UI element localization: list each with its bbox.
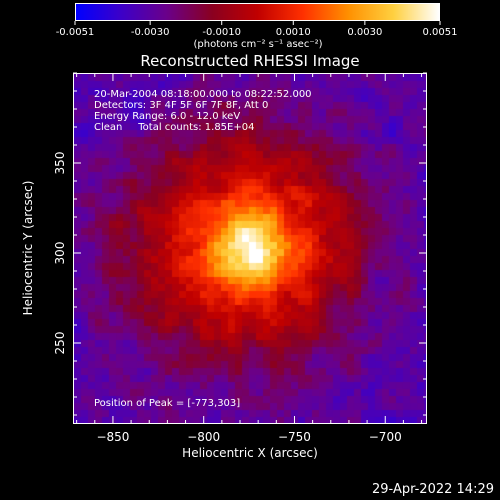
heatmap-image [74, 74, 426, 423]
image-plot-area[interactable] [73, 73, 427, 424]
colorbar-tick-label: -0.0051 [55, 27, 95, 38]
info-time-range: 20-Mar-2004 08:18:00.000 to 08:22:52.000 [94, 89, 312, 100]
colorbar-tick-label: -0.0030 [130, 27, 170, 38]
colorbar-unit-label: (photons cm⁻² s⁻¹ asec⁻²) [193, 39, 323, 50]
y-tick-label: 350 [53, 151, 67, 175]
x-tick-label: −750 [277, 430, 311, 444]
info-detectors: Detectors: 3F 4F 5F 6F 7F 8F, Att 0 [94, 100, 269, 111]
y-tick-label: 300 [53, 241, 67, 265]
colorbar-tick-label: 0.0010 [275, 27, 311, 38]
colorbar-tick-label: -0.0010 [202, 27, 242, 38]
x-tick-label: −700 [368, 430, 402, 444]
info-total-counts: Clean Total counts: 1.85E+04 [94, 122, 255, 133]
peak-position-label: Position of Peak = [-773,303] [94, 398, 241, 409]
plot-title: Reconstructed RHESSI Image [140, 52, 360, 70]
footer-timestamp: 29-Apr-2022 14:29 [372, 482, 494, 497]
x-tick-label: −800 [187, 430, 221, 444]
y-axis-title: Heliocentric Y (arcsec) [21, 180, 35, 316]
colorbar-tick-label: 0.0030 [347, 27, 383, 38]
y-tick-label: 250 [53, 331, 67, 355]
x-tick-label: −850 [96, 430, 130, 444]
info-energy-range: Energy Range: 6.0 - 12.0 keV [94, 111, 241, 122]
x-axis-title: Heliocentric X (arcsec) [182, 446, 318, 460]
colorbar-gradient [75, 3, 440, 21]
colorbar-tick-label: 0.0051 [422, 27, 458, 38]
